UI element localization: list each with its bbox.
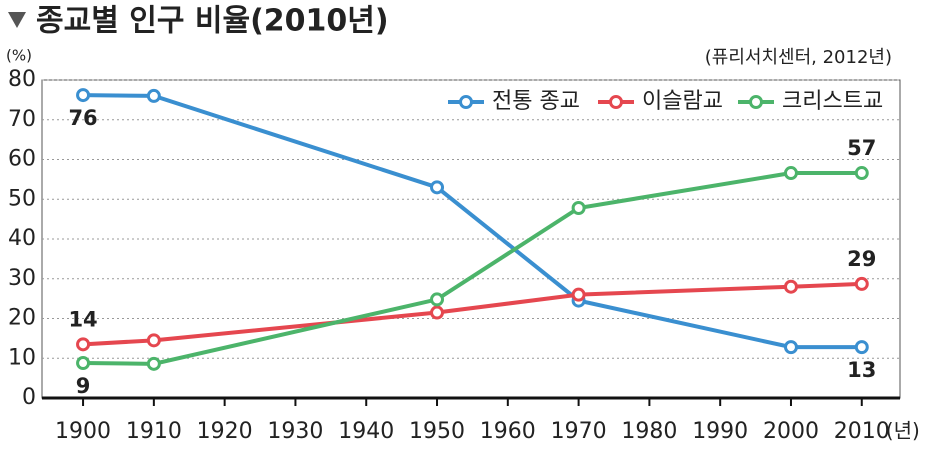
data-point <box>76 88 91 103</box>
y-tick-label: 20 <box>8 306 36 331</box>
data-point <box>430 305 445 320</box>
y-tick-label: 30 <box>8 266 36 291</box>
y-tick-label: 50 <box>8 186 36 211</box>
data-point <box>76 356 91 371</box>
data-label: 14 <box>68 307 97 331</box>
data-point <box>783 340 798 355</box>
legend-label: 전통 종교 <box>492 89 580 114</box>
legend-marker <box>459 95 473 109</box>
data-label: 29 <box>847 247 876 271</box>
data-point <box>146 356 161 371</box>
data-point <box>783 166 798 181</box>
x-tick-label: 1940 <box>338 419 394 444</box>
data-point <box>430 180 445 195</box>
plot-frame <box>41 79 901 399</box>
x-tick-label: 1900 <box>55 419 111 444</box>
x-tick-label: 1930 <box>267 419 323 444</box>
data-label: 76 <box>68 106 97 130</box>
title-marker <box>8 12 26 28</box>
data-label: 9 <box>76 374 91 398</box>
data-point <box>783 279 798 294</box>
x-tick-label: 1990 <box>692 419 748 444</box>
legend-marker <box>609 95 623 109</box>
y-tick-label: 40 <box>8 226 36 251</box>
y-tick-label: 60 <box>8 147 36 172</box>
y-tick-label: 70 <box>8 107 36 132</box>
data-point <box>854 166 869 181</box>
x-tick-label: 1960 <box>480 419 536 444</box>
series-line <box>83 171 862 366</box>
series-line <box>82 281 862 347</box>
y-tick-label: 0 <box>22 385 36 410</box>
source: (퓨리서치센터, 2012년) <box>705 47 892 68</box>
x-unit: (년) <box>886 419 920 443</box>
legend-label: 크리스트교 <box>782 89 883 114</box>
x-tick-label: 1950 <box>409 419 465 444</box>
data-point <box>854 276 869 291</box>
data-point <box>430 292 445 307</box>
data-point <box>146 333 161 348</box>
legend-marker <box>749 95 763 109</box>
x-tick-label: 2010 <box>834 419 890 444</box>
data-point <box>571 287 586 302</box>
data-point <box>571 200 586 215</box>
data-point <box>76 337 91 352</box>
data-label: 13 <box>847 358 876 382</box>
x-tick-label: 1970 <box>551 419 607 444</box>
y-tick-label: 80 <box>8 67 36 92</box>
chart-title: 종교별 인구 비율(2010년) <box>36 4 389 39</box>
data-label: 57 <box>847 136 876 160</box>
x-tick-label: 1910 <box>126 419 182 444</box>
x-tick-label: 1920 <box>197 419 253 444</box>
data-point <box>146 88 161 103</box>
x-tick-label: 1980 <box>621 419 677 444</box>
y-unit: (%) <box>6 47 32 65</box>
series-line <box>83 93 862 350</box>
y-tick-label: 10 <box>8 345 36 370</box>
data-point <box>854 340 869 355</box>
legend-label: 이슬람교 <box>642 89 723 114</box>
x-tick-label: 2000 <box>763 419 819 444</box>
